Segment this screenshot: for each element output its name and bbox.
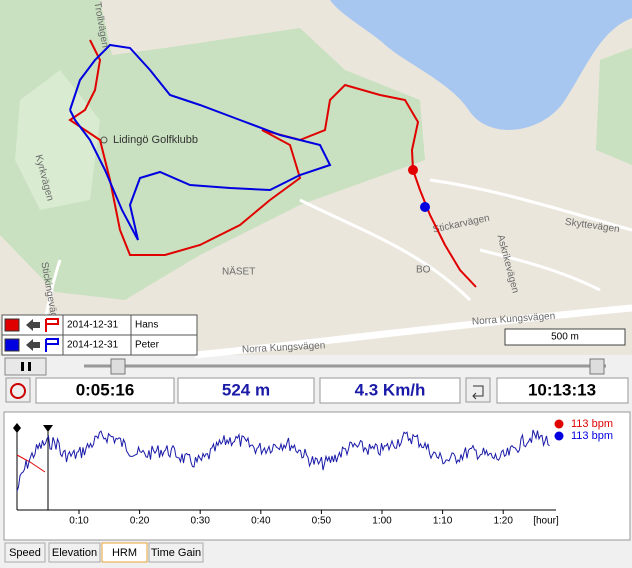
track-name: Hans [135,320,158,331]
tab-label: Speed [9,547,41,559]
slider-thumb[interactable] [589,358,605,375]
park-area [15,70,100,210]
track-date: 2014-12-31 [67,340,119,351]
track-play-icon[interactable] [26,339,40,351]
track-play-icon[interactable] [26,319,40,331]
x-tick-label: 0:20 [130,516,150,527]
hr-line [16,429,550,492]
x-tick-label: 0:30 [190,516,210,527]
tab-label: HRM [112,547,137,559]
tab[interactable] [48,542,101,563]
legend-label: 113 bpm [571,430,613,442]
track-date: 2014-12-31 [67,320,119,331]
return-button[interactable] [465,377,491,403]
track-line [69,43,332,241]
scale-label: 500 m [551,332,579,343]
water [330,0,632,130]
park-area [596,48,632,165]
pause-icon [28,362,31,371]
status-box [35,377,175,404]
status-box [319,377,461,404]
park-area [0,0,425,300]
tab-label: Elevation [52,547,97,559]
tab[interactable] [148,542,204,563]
x-tick-label: 1:10 [433,516,453,527]
status-box [177,377,315,404]
speed: 4.3 Km/h [355,380,426,399]
x-tick-label: 1:00 [372,516,392,527]
tab-label: Time Gain [151,547,201,559]
legend-dot [554,431,564,441]
map-label: BO [416,265,431,276]
tab[interactable] [4,542,46,563]
road [194,304,632,359]
pause-button[interactable] [4,357,47,376]
track-name: Peter [135,340,160,351]
track-color-icon[interactable] [4,338,20,352]
position-marker [420,202,430,212]
map-label: NÄSET [222,266,255,278]
return-icon [472,385,484,400]
map-label: Lidingö Golfklubb [113,134,198,146]
x-tick-label: 1:20 [493,516,513,527]
x-ticks: 0:10 0:20 0:30 0:40 0:50 1:00 1:10 1:20 [hour] [69,510,559,527]
track-table: 2014-12-31 Hans 2014-12-31 Peter [1,314,198,356]
status-box [496,377,629,404]
scale-bar [504,328,626,346]
elapsed-time: 0:05:16 [76,380,135,399]
tab[interactable] [101,542,148,563]
track-flag-icon[interactable] [45,338,59,352]
x-tick-label: 0:50 [312,516,332,527]
tabs: Speed Elevation HRM Time Gain [4,542,204,563]
legend-dot [554,419,564,429]
map[interactable]: Lidingö Golfklubb NÄSET BO Norra Kungsvä… [0,0,632,359]
x-unit: [hour] [533,516,559,527]
road [38,178,632,356]
map-label: Norra Kungsvägen [242,340,326,355]
hr-line [16,454,46,473]
slider-thumb[interactable] [110,358,126,375]
timer-icon [10,383,26,399]
pause-icon [21,362,24,371]
x-tick-label: 0:10 [69,516,89,527]
distance: 524 m [222,380,270,399]
track-flag-icon[interactable] [45,318,59,332]
cursor-marker[interactable] [43,425,53,432]
clock: 10:13:13 [528,380,596,399]
track-color-icon[interactable] [4,318,20,332]
cursor-marker[interactable] [13,423,21,433]
legend-label: 113 bpm [571,418,613,430]
x-tick-label: 0:40 [251,516,271,527]
position-marker [408,165,418,175]
